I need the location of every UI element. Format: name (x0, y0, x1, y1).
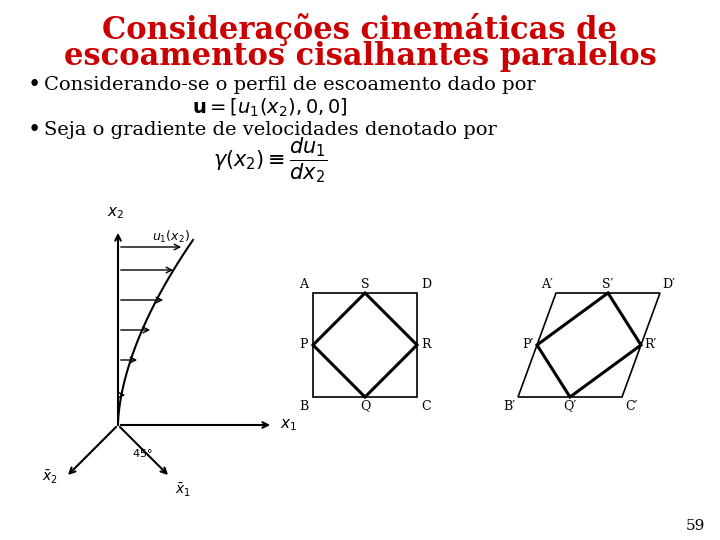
Text: escoamentos cisalhantes paralelos: escoamentos cisalhantes paralelos (63, 42, 657, 72)
Text: •: • (28, 119, 41, 141)
Text: C: C (421, 400, 431, 413)
Text: D: D (421, 278, 431, 291)
Text: A′: A′ (541, 278, 553, 291)
Text: •: • (28, 74, 41, 96)
Text: B′: B′ (503, 400, 515, 413)
Text: $\bar{x}_1$: $\bar{x}_1$ (175, 482, 191, 499)
Text: B: B (300, 400, 309, 413)
Text: $\mathbf{u} = \left[u_1(x_2), 0, 0\right]$: $\mathbf{u} = \left[u_1(x_2), 0, 0\right… (192, 97, 348, 119)
Text: A: A (300, 278, 308, 291)
Text: P: P (300, 339, 308, 352)
Text: C′: C′ (625, 400, 637, 413)
Text: R′: R′ (644, 339, 656, 352)
Text: R: R (421, 339, 431, 352)
Text: P′: P′ (522, 339, 534, 352)
Text: $\bar{x}_2$: $\bar{x}_2$ (42, 468, 58, 485)
Text: Q: Q (360, 400, 370, 413)
Text: $\gamma(x_2)\equiv\dfrac{du_1}{dx_2}$: $\gamma(x_2)\equiv\dfrac{du_1}{dx_2}$ (212, 135, 328, 185)
Text: 59: 59 (685, 519, 705, 533)
Text: S: S (361, 278, 369, 291)
Text: $45°$: $45°$ (132, 447, 153, 459)
Text: Seja o gradiente de velocidades denotado por: Seja o gradiente de velocidades denotado… (44, 121, 497, 139)
Text: Considerações cinemáticas de: Considerações cinemáticas de (102, 14, 618, 46)
Text: Q′: Q′ (563, 400, 577, 413)
Text: D′: D′ (662, 278, 675, 291)
Text: S′: S′ (603, 278, 613, 291)
Text: $x_1$: $x_1$ (280, 417, 297, 433)
Text: Considerando-se o perfil de escoamento dado por: Considerando-se o perfil de escoamento d… (44, 76, 536, 94)
Text: $u_1(x_2)$: $u_1(x_2)$ (152, 229, 190, 245)
Text: $x_2$: $x_2$ (107, 205, 125, 221)
